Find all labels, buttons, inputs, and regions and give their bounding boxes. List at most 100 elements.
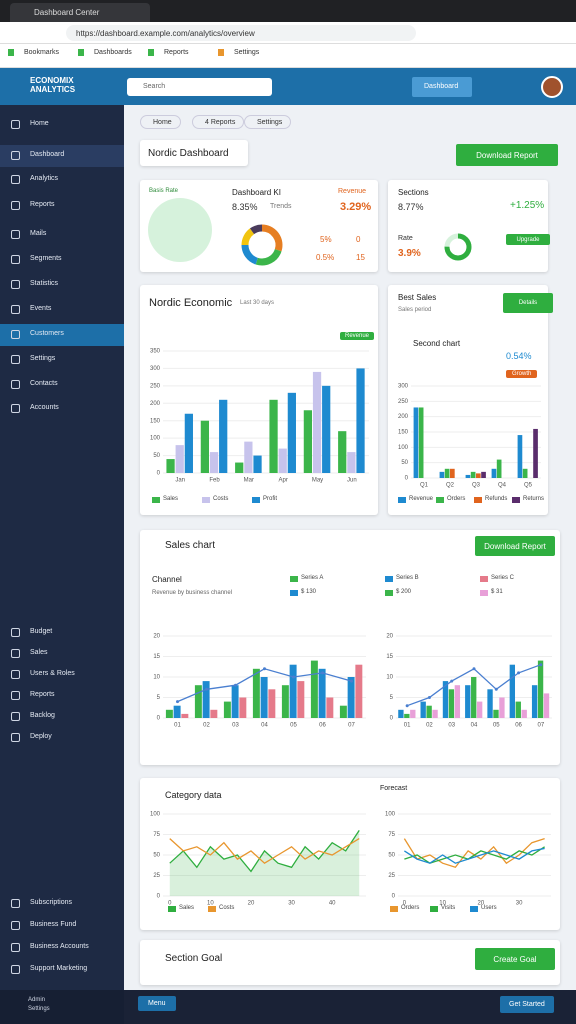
x-tick-label: 01	[404, 723, 411, 729]
primary-action[interactable]: Download Report	[456, 144, 558, 166]
x-tick-label: 03	[448, 723, 455, 729]
sidebar-icon	[11, 280, 20, 289]
user-line[interactable]: Admin	[28, 997, 46, 1003]
bookmark[interactable]: Reports	[148, 49, 189, 56]
line	[169, 838, 360, 865]
sidebar-item[interactable]: Budget	[30, 628, 53, 635]
bar	[223, 701, 231, 718]
crumb[interactable]: Home	[140, 115, 181, 129]
bookmarks-bar	[0, 44, 576, 68]
bar	[533, 428, 538, 478]
bar	[521, 709, 527, 718]
sidebar-item[interactable]: Backlog	[30, 712, 55, 719]
sidebar-item[interactable]: Business Fund	[30, 921, 77, 928]
x-tick-label: Feb	[209, 478, 220, 484]
user-line[interactable]: Settings	[28, 1006, 50, 1012]
legend-label: Profit	[263, 496, 278, 502]
kpi-label: Basis Rate	[149, 188, 179, 194]
goal-title: Section Goal	[165, 953, 223, 964]
point	[292, 675, 295, 679]
chart-subtitle: Last 30 days	[240, 300, 275, 306]
point	[494, 687, 498, 691]
sidebar-item[interactable]: Accounts	[30, 404, 59, 411]
sidebar-item[interactable]: Analytics	[30, 175, 59, 182]
bar	[543, 693, 550, 718]
sidebar-item[interactable]: Segments	[30, 255, 62, 262]
sidebar-item[interactable]: Deploy	[30, 733, 52, 740]
bar	[476, 701, 483, 718]
bookmark[interactable]: Bookmarks	[8, 49, 59, 56]
sidebar-item[interactable]: Support Marketing	[30, 965, 88, 972]
line	[404, 847, 545, 864]
sidebar-item[interactable]: Users & Roles	[30, 670, 75, 677]
kpi-title: Dashboard KI	[232, 188, 281, 197]
legend-label: Costs	[213, 496, 229, 502]
legend-swatch	[152, 497, 160, 503]
bar	[491, 468, 497, 478]
sidebar-item[interactable]: Dashboard	[30, 151, 65, 158]
chart-title: Channel	[152, 575, 182, 584]
goal-card: Section Goal Create Goal	[140, 940, 560, 985]
sidebar-item[interactable]: Business Accounts	[30, 943, 89, 950]
page-title: Nordic Dashboard	[148, 148, 229, 159]
legend-swatch	[398, 497, 406, 503]
legend-swatch	[290, 590, 298, 596]
legend-label: Sales	[163, 496, 179, 502]
x-tick-label: 30	[516, 901, 523, 907]
chart-label: Second chart	[413, 339, 461, 348]
header-button[interactable]: Dashboard	[412, 77, 472, 97]
tab[interactable]: Dashboard Center	[10, 3, 150, 22]
cta-button[interactable]: Get Started	[500, 996, 554, 1013]
sidebar-icon	[11, 175, 20, 184]
kpi-bubble	[148, 198, 212, 262]
legend-label: Series B	[396, 575, 419, 581]
app-header	[0, 68, 576, 105]
legend-swatch	[436, 497, 444, 503]
legend-swatch	[474, 497, 482, 503]
sidebar-item[interactable]: Sales	[30, 649, 48, 656]
crumb[interactable]: 4 Reports	[192, 115, 245, 129]
sidebar-item[interactable]: Events	[30, 305, 52, 312]
sidebar-item[interactable]: Statistics	[30, 280, 59, 287]
avatar[interactable]	[541, 76, 563, 98]
sidebar-item[interactable]: Home	[30, 120, 49, 127]
crumb[interactable]: Settings	[244, 115, 292, 129]
chart-subtitle: Revenue by business channel	[152, 590, 233, 596]
y-tick-label: 100	[150, 812, 161, 818]
x-tick-label: 04	[261, 723, 268, 729]
sidebar-item[interactable]: Mails	[30, 230, 47, 237]
y-tick-label: 15	[153, 654, 160, 660]
chart-button[interactable]: Details	[503, 293, 553, 313]
y-tick-label: 50	[401, 460, 408, 466]
sidebar-item[interactable]: Reports	[30, 201, 55, 208]
kpi-button[interactable]: Upgrade	[506, 234, 550, 245]
menu-button[interactable]: Menu	[138, 996, 176, 1011]
y-tick-label: 350	[150, 349, 161, 355]
legend-swatch	[168, 906, 176, 912]
sidebar-item[interactable]: Subscriptions	[30, 899, 73, 906]
section-button[interactable]: Download Report	[475, 536, 555, 556]
legend-swatch	[390, 906, 398, 912]
bookmark[interactable]: Settings	[218, 49, 259, 56]
x-tick-label: Q4	[498, 483, 507, 489]
url[interactable]: https://dashboard.example.com/analytics/…	[66, 25, 416, 41]
sidebar-item[interactable]: Reports	[30, 691, 55, 698]
legend-swatch	[252, 497, 260, 503]
line	[404, 846, 545, 864]
bar	[465, 685, 471, 718]
y-tick-label: 20	[386, 634, 393, 640]
sidebar-item[interactable]: Settings	[30, 355, 56, 362]
bookmark[interactable]: Dashboards	[78, 49, 132, 56]
point	[350, 679, 353, 683]
sidebar-item[interactable]: Customers	[30, 330, 64, 337]
x-tick-label: 02	[203, 723, 210, 729]
sidebar-icon	[11, 230, 20, 239]
search[interactable]: Search	[127, 78, 272, 96]
bar	[338, 431, 347, 473]
legend-swatch	[480, 590, 488, 596]
donut-segment	[255, 248, 282, 266]
sidebar-item[interactable]: Contacts	[30, 380, 58, 387]
x-tick-label: 0	[168, 901, 172, 907]
goal-button[interactable]: Create Goal	[475, 948, 555, 970]
y-tick-label: 150	[398, 430, 409, 436]
